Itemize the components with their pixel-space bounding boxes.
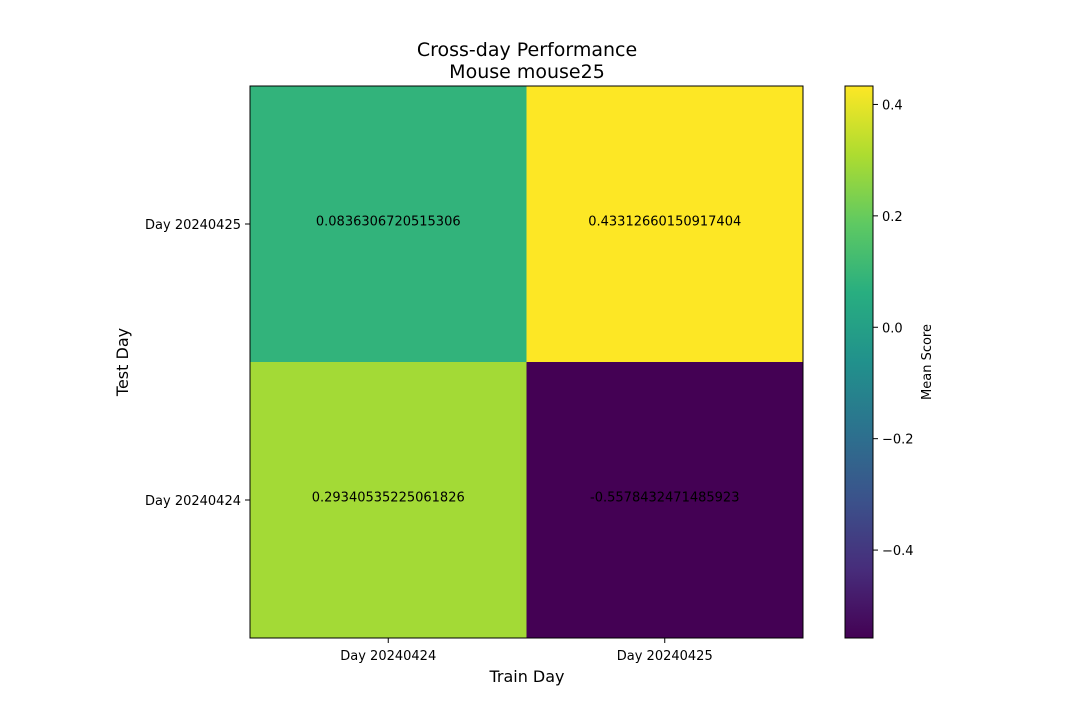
- cell-value-label: 0.43312660150917404: [588, 215, 741, 230]
- colorbar: [844, 85, 874, 639]
- x-tick-label: Day 20240425: [617, 649, 713, 664]
- heatmap-cell: [250, 86, 527, 362]
- colorbar-tick-label: 0.4: [882, 98, 903, 113]
- heatmap-cells: [250, 86, 803, 638]
- colorbar-ticks: −0.4 −0.2 0.0 0.2 0.4: [873, 98, 914, 559]
- heatmap-cell: [250, 362, 527, 638]
- colorbar-tick-label: −0.4: [882, 544, 914, 559]
- heatmap-cell: [526, 86, 803, 362]
- colorbar-tick-label: −0.2: [882, 433, 914, 448]
- colorbar-tick-label: 0.0: [882, 321, 903, 336]
- cell-value-label: 0.0836306720515306: [316, 215, 461, 230]
- heatmap-cell: [526, 362, 803, 638]
- colorbar-label: Mean Score: [920, 324, 935, 400]
- chart-subtitle: Mouse mouse25: [449, 61, 605, 83]
- x-axis-ticks: Day 20240424 Day 20240425: [340, 638, 713, 664]
- y-axis-ticks: Day 20240425 Day 20240424: [145, 218, 250, 509]
- y-tick-label: Day 20240425: [145, 218, 241, 233]
- cell-value-label: 0.29340535225061826: [312, 491, 465, 506]
- x-tick-label: Day 20240424: [340, 649, 436, 664]
- heatmap-cell-labels: 0.0836306720515306 0.43312660150917404 0.2…: [312, 215, 742, 506]
- chart-title: Cross-day Performance: [417, 39, 637, 61]
- cell-value-label: -0.5578432471485923: [590, 491, 739, 506]
- plot-frame: [249, 85, 804, 639]
- y-tick-label: Day 20240424: [145, 494, 241, 509]
- x-axis-label: Train Day: [488, 667, 564, 686]
- y-axis-label: Test Day: [113, 328, 132, 397]
- colorbar-tick-label: 0.2: [882, 210, 903, 225]
